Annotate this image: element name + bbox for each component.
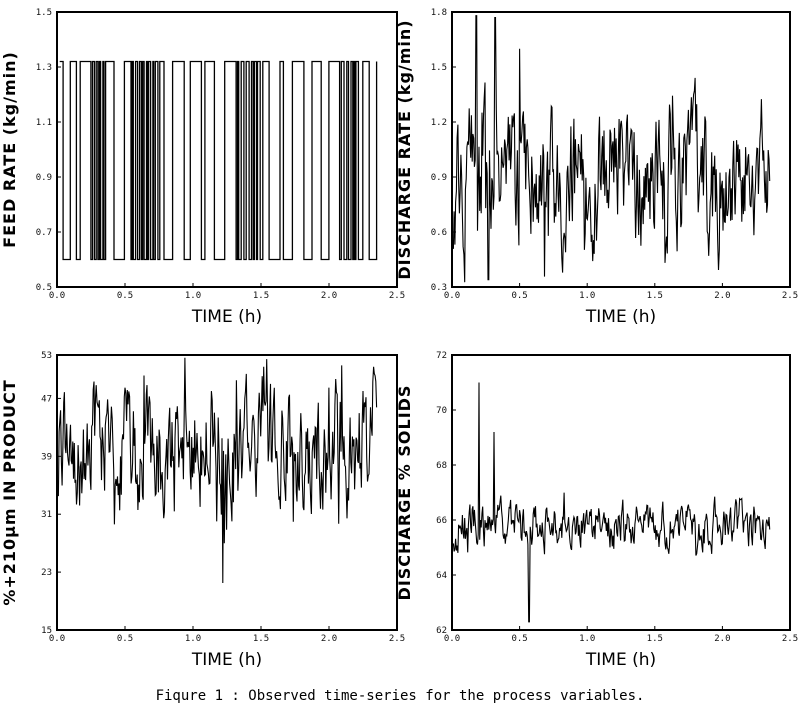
x-tick-label: 0.0 — [444, 291, 460, 301]
series-line — [452, 382, 771, 623]
x-axis-label: TIME (h) — [191, 307, 262, 327]
y-tick-label: 64 — [436, 571, 447, 581]
discharge-solids-panel: 0.0 0.5 1.0 1.5 2.0 2.5 62 64 66 68 70 72 TIME (h) DI… — [395, 351, 798, 670]
x-tick-label: 1.0 — [579, 291, 595, 301]
y-axis-label: FEED RATE (kg/min) — [0, 51, 19, 248]
x-tick-label: 2.5 — [389, 634, 405, 644]
product-size-panel: 0.0 0.5 1.0 1.5 2.0 2.5 15 23 31 39 47 53 TIME (h) %+… — [0, 351, 405, 670]
y-tick-label: 70 — [436, 406, 447, 416]
y-tick-label: 1.5 — [431, 63, 447, 73]
x-tick-label: 2.0 — [321, 291, 337, 301]
y-axis-label: %+210μm IN PRODUCT — [0, 379, 19, 605]
x-tick-label: 0.5 — [511, 291, 527, 301]
y-tick-label: 0.5 — [36, 283, 52, 293]
plot-frame — [56, 11, 398, 288]
x-axis-label: TIME (h) — [191, 650, 262, 670]
x-tick-label: 0.0 — [49, 634, 65, 644]
feed-rate-panel: 0.0 0.5 1.0 1.5 2.0 2.50.50.70.91.11.31.5TIME… — [0, 8, 405, 327]
y-tick-label: 1.2 — [431, 118, 447, 128]
x-tick-label: 1.5 — [253, 634, 269, 644]
y-tick-label: 1.5 — [36, 8, 52, 18]
x-axis-label: TIME (h) — [585, 650, 656, 670]
x-tick-label: 0.0 — [444, 634, 460, 644]
y-tick-label: 66 — [436, 516, 447, 526]
x-tick-label: 1.0 — [579, 634, 595, 644]
y-tick-label: 1.8 — [431, 8, 447, 18]
x-tick-label: 2.5 — [389, 291, 405, 301]
x-tick-label: 0.0 — [49, 291, 65, 301]
y-tick-label: 0.9 — [431, 173, 447, 183]
x-tick-label: 1.5 — [253, 291, 269, 301]
series-line — [452, 15, 771, 283]
x-tick-label: 1.0 — [185, 634, 201, 644]
x-tick-label: 2.0 — [714, 634, 730, 644]
y-tick-label: 0.7 — [36, 228, 52, 238]
y-tick-label: 1.1 — [36, 118, 52, 128]
x-tick-label: 1.5 — [647, 291, 663, 301]
x-tick-label: 2.5 — [782, 291, 798, 301]
y-tick-label: 62 — [436, 626, 447, 636]
y-tick-label: 31 — [41, 510, 52, 520]
plot-frame — [451, 11, 791, 288]
plot-frame — [451, 354, 791, 631]
y-axis-label: DISCHARGE RATE (kg/min) — [395, 19, 414, 279]
y-tick-label: 72 — [436, 351, 447, 361]
y-tick-label: 47 — [41, 394, 52, 404]
y-tick-label: 0.3 — [431, 283, 447, 293]
series-line — [59, 60, 378, 261]
figure-caption: Fiqure 1 : Observed time-series for the … — [155, 688, 645, 704]
discharge-rate-panel: 0.0 0.5 1.0 1.5 2.0 2.5 0.3 0.6 0.9 1.2 1.5 1.8 TIME… — [395, 8, 798, 327]
y-axis-label: DISCHARGE % SOLIDS — [395, 385, 414, 601]
series-line — [57, 357, 378, 584]
y-tick-label: 0.6 — [431, 228, 447, 238]
x-tick-label: 1.0 — [185, 291, 201, 301]
x-tick-label: 0.5 — [511, 634, 527, 644]
x-tick-label: 0.5 — [117, 291, 133, 301]
x-tick-label: 2.0 — [321, 634, 337, 644]
y-tick-label: 53 — [41, 351, 52, 361]
y-tick-label: 15 — [41, 626, 52, 636]
y-tick-label: 23 — [41, 568, 52, 578]
y-tick-label: 0.9 — [36, 173, 52, 183]
x-axis-label: TIME (h) — [585, 307, 656, 327]
figure: 0.0 0.5 1.0 1.5 2.0 2.50.50.70.91.11.31.5TIME… — [0, 8, 798, 670]
plot-frame — [56, 354, 398, 631]
y-tick-label: 1.3 — [36, 63, 52, 73]
y-tick-label: 68 — [436, 461, 447, 471]
x-tick-label: 0.5 — [117, 634, 133, 644]
x-tick-label: 2.0 — [714, 291, 730, 301]
x-tick-label: 1.5 — [647, 634, 663, 644]
x-tick-label: 2.5 — [782, 634, 798, 644]
y-tick-label: 39 — [41, 452, 52, 462]
